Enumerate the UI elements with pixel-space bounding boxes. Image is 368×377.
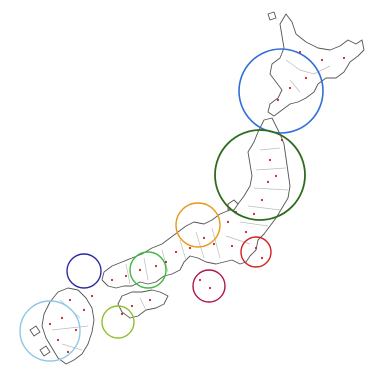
sample-point <box>188 246 192 250</box>
sample-point <box>130 304 134 308</box>
sample-point <box>268 158 272 162</box>
sample-point <box>230 244 234 248</box>
small-island-2 <box>39 345 51 357</box>
sample-point <box>74 328 78 332</box>
sample-point <box>124 274 128 278</box>
sample-point <box>280 138 284 142</box>
sample-point <box>288 86 292 90</box>
sample-point <box>266 180 270 184</box>
sample-point <box>260 256 264 260</box>
sample-point <box>138 268 142 272</box>
sample-point <box>48 322 52 326</box>
kyushu-landmass <box>41 287 95 365</box>
small-island-3 <box>267 11 277 21</box>
small-island-1 <box>29 325 41 337</box>
cluster-circle-kanto <box>175 202 221 248</box>
sample-point <box>198 278 202 282</box>
sample-point <box>120 312 124 316</box>
sample-point <box>82 308 86 312</box>
sado-island <box>227 199 239 211</box>
sample-point <box>212 242 216 246</box>
sample-point <box>164 260 168 264</box>
sample-point <box>320 58 324 62</box>
cluster-circle-kitakyushu <box>66 253 102 289</box>
sample-point <box>90 294 94 298</box>
sample-point <box>254 246 258 250</box>
sample-point <box>252 212 256 216</box>
cluster-circle-shikoku <box>101 305 135 339</box>
sample-point <box>174 250 178 254</box>
sample-point <box>60 316 64 320</box>
cluster-circle-hokkaido <box>238 48 324 134</box>
sample-point <box>244 230 248 234</box>
cluster-circle-chubu-coast <box>240 236 272 268</box>
sample-point <box>304 76 308 80</box>
cluster-circle-tohoku <box>214 129 306 221</box>
cluster-circles <box>19 48 324 362</box>
cluster-circle-chugoku <box>129 251 167 289</box>
hokkaido-landmass <box>267 13 365 117</box>
sample-point <box>56 338 60 342</box>
prefecture-borders <box>51 59 331 351</box>
sample-point <box>276 98 280 102</box>
cluster-circle-kansai <box>192 269 226 303</box>
sample-point <box>66 350 70 354</box>
sample-point <box>154 264 158 268</box>
sample-point <box>226 220 230 224</box>
sample-point <box>274 174 278 178</box>
sample-point <box>342 56 346 60</box>
cluster-circle-kyushu <box>19 300 81 362</box>
sample-point <box>110 278 114 282</box>
sample-point <box>260 198 264 202</box>
sample-point <box>68 298 72 302</box>
sample-point <box>208 286 212 290</box>
sample-point <box>148 298 152 302</box>
sample-point <box>202 236 206 240</box>
